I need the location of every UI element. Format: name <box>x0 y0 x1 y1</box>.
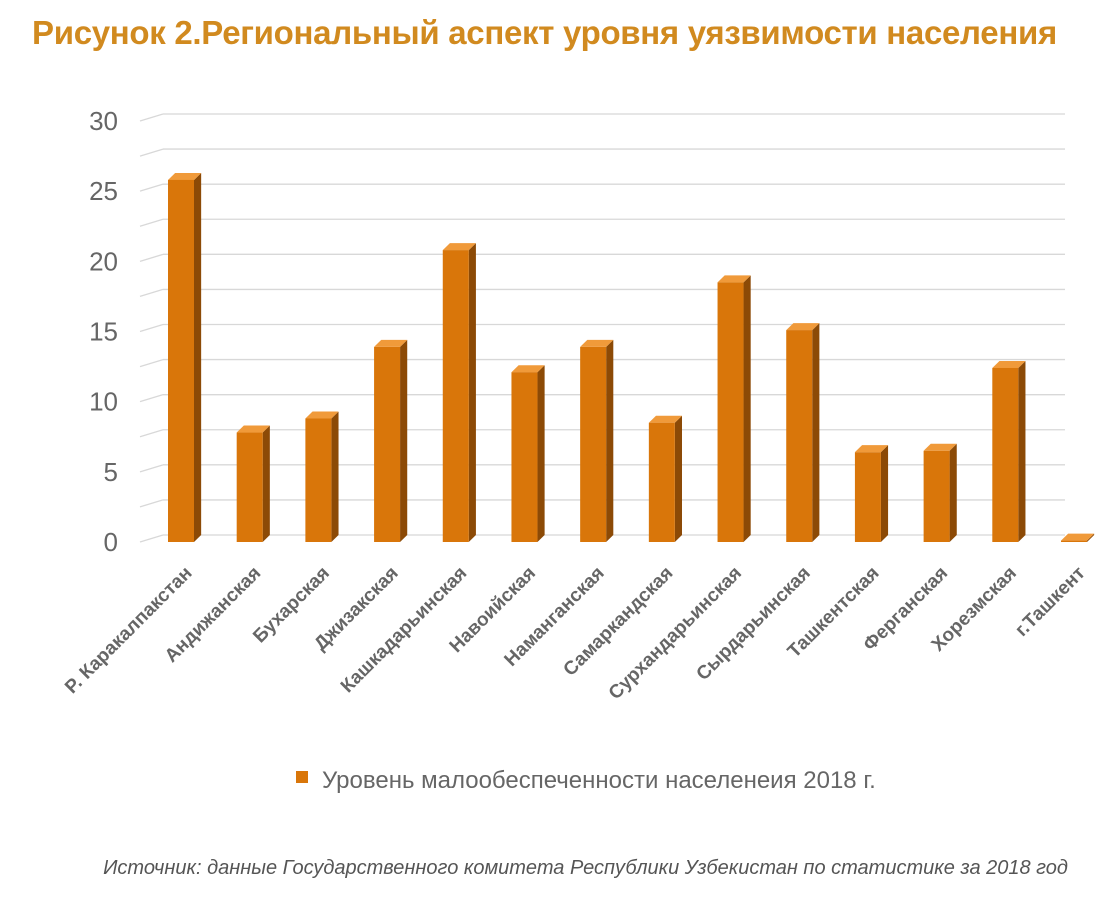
bar-side <box>674 415 682 542</box>
bar-front <box>1061 540 1087 542</box>
y-tick-label: 30 <box>89 106 118 136</box>
bar-top <box>168 172 202 180</box>
legend-label: Уровень малообеспеченности населенеия 20… <box>322 767 876 794</box>
bar <box>1061 533 1095 542</box>
y-tick-label: 15 <box>89 317 118 347</box>
x-tick-label: г.Ташкент <box>1011 563 1089 641</box>
bar-side <box>812 323 820 542</box>
grid-line-depth <box>139 113 164 122</box>
bar-front <box>580 346 607 542</box>
bar <box>305 411 339 542</box>
bar-top <box>442 243 476 251</box>
legend: Уровень малообеспеченности населенеия 20… <box>296 767 876 794</box>
bar-side <box>468 243 476 542</box>
bar <box>511 365 545 542</box>
bar <box>648 415 682 542</box>
bar-side <box>880 445 889 542</box>
bar-front <box>648 422 675 542</box>
bar-top <box>786 323 820 331</box>
bar-front <box>923 450 950 542</box>
bar-side <box>537 365 545 542</box>
x-axis-labels: Р. КаракалпакстанАндижанскаяБухарскаяДжи… <box>61 563 1089 704</box>
grid-line-depth <box>139 464 164 473</box>
bar-top <box>854 445 889 453</box>
legend-swatch <box>296 771 308 783</box>
bar-top <box>305 411 339 419</box>
bar-top <box>511 365 545 373</box>
bar-front <box>305 418 332 542</box>
grid-line-depth <box>139 394 164 403</box>
bar-top <box>236 425 270 433</box>
bar <box>854 445 889 542</box>
x-tick-label: Сырдарьинская <box>693 563 815 685</box>
bar-front <box>236 432 263 542</box>
grid-line-depth <box>139 288 164 298</box>
bar <box>168 172 202 542</box>
x-tick-label: Р. Каракалпакстан <box>61 563 196 698</box>
grid-line-depth <box>139 183 164 192</box>
bar <box>992 360 1026 542</box>
bar-top <box>374 339 408 347</box>
bar-top <box>923 443 957 451</box>
bar-front <box>717 282 744 542</box>
bar-top <box>580 339 614 347</box>
bar <box>717 275 751 542</box>
bar <box>442 243 476 542</box>
bar-side <box>949 443 957 542</box>
bar-front <box>786 330 813 542</box>
bar-front <box>854 452 881 542</box>
bar-side <box>1087 533 1095 542</box>
chart-title: Рисунок 2.Региональный аспект уровня уяз… <box>32 14 1057 51</box>
bar-front <box>992 367 1019 542</box>
x-tick-label: Сурхандарьинская <box>605 563 746 704</box>
bar <box>923 443 957 542</box>
y-tick-label: 25 <box>89 176 118 206</box>
bar-front <box>511 372 538 542</box>
y-tick-label: 0 <box>104 527 118 557</box>
grid-line-depth <box>139 429 164 438</box>
source-note: Источник: данные Государственного комите… <box>103 857 1068 879</box>
grid-line-depth <box>139 253 164 262</box>
y-tick-label: 20 <box>89 246 118 276</box>
bar-side <box>262 425 270 542</box>
grid-line-depth <box>139 218 164 227</box>
bar-side <box>400 339 408 542</box>
bar <box>236 425 270 542</box>
grid-line-depth <box>139 358 164 368</box>
grid-line-depth <box>139 499 164 508</box>
bar <box>786 323 820 542</box>
bar-top <box>1061 533 1095 541</box>
bar-side <box>331 411 339 542</box>
bar-front <box>168 179 194 542</box>
y-tick-label: 10 <box>89 387 118 417</box>
bar-top <box>717 275 751 283</box>
bar-side <box>743 275 751 542</box>
bar-side <box>606 339 614 542</box>
bar-front <box>374 346 401 542</box>
grid-line-depth <box>139 148 164 157</box>
y-axis-ticks: 0 5 10 15 20 25 30 <box>89 106 118 557</box>
x-tick-label: Кашкадарьинская <box>337 563 471 697</box>
bar-front <box>442 250 469 542</box>
bars <box>168 172 1095 542</box>
bar-top <box>992 360 1026 368</box>
grid-line-depth <box>139 323 164 333</box>
bar-side <box>1018 360 1026 542</box>
bar <box>580 339 614 542</box>
grid-line-depth <box>139 534 164 543</box>
y-tick-label: 5 <box>104 457 118 487</box>
bar-top <box>648 415 682 423</box>
bar <box>374 339 408 542</box>
bar-side <box>194 172 202 542</box>
